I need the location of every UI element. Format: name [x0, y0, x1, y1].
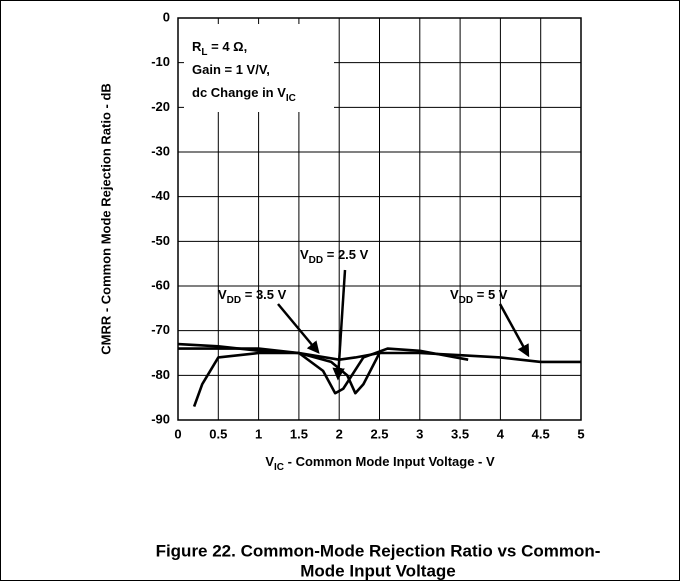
x-axis-label-rest: - Common Mode Input Voltage - V: [284, 454, 495, 469]
legend-label-rest: = 3.5 V: [241, 287, 286, 302]
x-tick-label: 2.5: [370, 426, 388, 441]
legend-label-sub: DD: [227, 295, 241, 306]
legend-label: VDD = 5 V: [450, 287, 508, 305]
series-line: [177, 342, 581, 364]
legend-label-rest: = 5 V: [473, 287, 508, 302]
x-tick-label: 5: [577, 426, 584, 441]
annotation: dc Change in VIC: [192, 85, 296, 103]
x-tick-label: 1.5: [290, 426, 308, 441]
y-tick-label: -20: [151, 99, 170, 114]
y-tick-label: -30: [151, 143, 170, 158]
legend-label: VDD = 3.5 V: [218, 287, 287, 305]
legend-label-main: V: [450, 287, 459, 302]
x-tick-label: 4: [497, 426, 505, 441]
x-tick-label: 0: [174, 426, 181, 441]
x-axis-label-main: V: [265, 454, 274, 469]
y-tick-label: -10: [151, 54, 170, 69]
legend-label-main: V: [300, 247, 309, 262]
x-tick-label: 0.5: [209, 426, 227, 441]
legend-label-main: V: [218, 287, 227, 302]
legend-label-sub: DD: [309, 255, 323, 266]
y-tick-label: -90: [151, 411, 170, 426]
y-tick-label: -80: [151, 367, 170, 382]
annotation: Gain = 1 V/V,: [192, 62, 270, 77]
annotation-bg: [184, 24, 334, 112]
x-axis-label-sub: IC: [274, 462, 284, 473]
annotation-main: Gain = 1 V/V,: [192, 62, 270, 77]
x-axis-label: VIC - Common Mode Input Voltage - V: [265, 454, 495, 472]
label-arrow: [332, 269, 347, 381]
plot-border: [177, 17, 582, 421]
annotation-rest: = 4 Ω,: [208, 39, 248, 54]
y-tick-label: -70: [151, 322, 170, 337]
caption: Mode Input Voltage: [300, 561, 456, 580]
series-line: [192, 347, 469, 408]
annotation: RL = 4 Ω,: [192, 39, 247, 57]
caption: Figure 22. Common-Mode Rejection Ratio v…: [156, 541, 601, 560]
y-tick-label: -40: [151, 188, 170, 203]
series-line: [178, 347, 381, 395]
annotation-sub: L: [201, 47, 207, 58]
y-tick-label: -60: [151, 277, 170, 292]
annotation-main: R: [192, 39, 202, 54]
legend-label-sub: DD: [459, 295, 473, 306]
annotation-main: dc Change in V: [192, 85, 286, 100]
y-axis-label: CMRR - Common Mode Rejection Ratio - dB: [98, 83, 113, 355]
label-arrow: [498, 303, 530, 358]
x-tick-label: 1: [255, 426, 262, 441]
label-arrow: [277, 303, 320, 354]
x-tick-label: 4.5: [532, 426, 550, 441]
x-tick-label: 3.5: [451, 426, 469, 441]
x-tick-label: 2: [336, 426, 343, 441]
legend-label: VDD = 2.5 V: [300, 247, 369, 265]
legend-label-rest: = 2.5 V: [323, 247, 368, 262]
y-tick-label: 0: [163, 9, 170, 24]
y-tick-label: -50: [151, 233, 170, 248]
annotation-sub: IC: [286, 93, 296, 104]
x-tick-label: 3: [416, 426, 423, 441]
